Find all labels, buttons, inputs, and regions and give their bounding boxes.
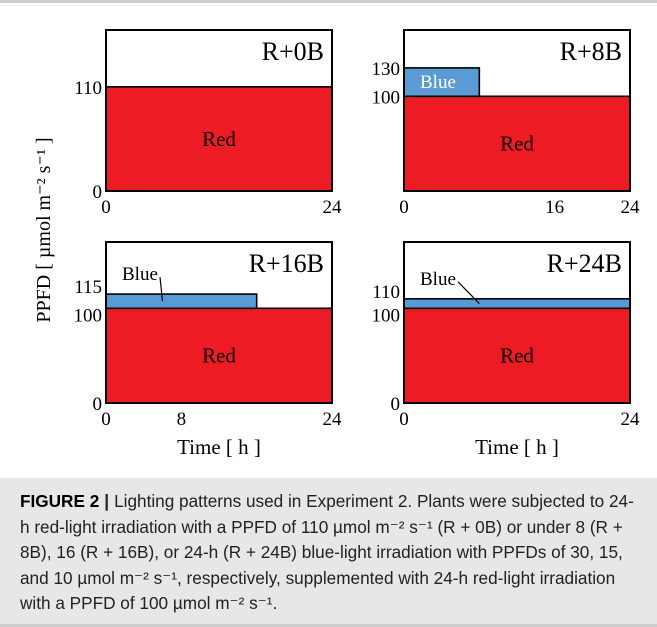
panel-frame (105, 241, 333, 404)
blue-label-leader (159, 277, 164, 302)
top-rule (0, 0, 657, 3)
blue-bar-label: Blue (420, 72, 456, 93)
y-tick-label: 115 (74, 277, 102, 298)
bottom-rule (0, 624, 657, 627)
y-tick-label: 100 (372, 87, 401, 108)
x-axis-label-right: Time [ h ] (475, 435, 559, 459)
panel-title: R+8B (560, 37, 622, 66)
x-tick-label: 16 (545, 197, 564, 218)
x-tick-label: 8 (177, 409, 187, 430)
lighting-pattern-figure: Red R+0B 0 110 0 24 Red Blue R+8B 100 130 0 16 24 Red B… (33, 29, 641, 459)
y-tick-label: 100 (372, 305, 401, 326)
x-tick-label: 0 (399, 197, 409, 218)
caption-separator: | (104, 491, 110, 511)
y-tick-label: 110 (74, 78, 102, 99)
x-tick-label: 24 (323, 409, 343, 430)
x-tick-label: 0 (101, 197, 111, 218)
y-axis-label: PPFD [ µmol m⁻² s⁻¹ ] (33, 137, 55, 322)
red-bar-label: Red (202, 127, 236, 151)
panel-frame (403, 29, 631, 192)
figure-panel: Red R+0B 0 110 0 24 Red Blue R+8B 100 130 0 16 24 Red B… (0, 0, 657, 459)
red-bar-label: Red (500, 344, 534, 368)
red-bar-label: Red (500, 132, 534, 156)
red-light-bar (105, 86, 333, 192)
x-tick-label: 24 (323, 197, 343, 218)
blue-light-bar (105, 293, 258, 310)
y-tick-label: 0 (93, 394, 103, 415)
x-axis-label-left: Time [ h ] (177, 435, 261, 459)
figure-caption: FIGURE 2 | Lighting patterns used in Exper… (0, 478, 657, 627)
red-bar-label: Red (202, 344, 236, 368)
x-tick-label: 24 (621, 197, 641, 218)
caption-label: FIGURE 2 (20, 491, 100, 511)
y-tick-label: 0 (93, 182, 103, 203)
y-tick-label: 130 (372, 59, 401, 80)
x-tick-label: 0 (101, 409, 111, 430)
y-tick-label: 0 (391, 394, 401, 415)
blue-bar-label: Blue (122, 264, 158, 285)
panel-frame (105, 29, 333, 192)
x-tick-label: 24 (621, 409, 641, 430)
red-light-bar (403, 95, 631, 192)
panel-title: R+24B (547, 249, 622, 278)
blue-light-bar (403, 298, 631, 310)
blue-label-leader (457, 281, 480, 304)
panel-title: R+0B (262, 37, 324, 66)
x-tick-label: 0 (399, 409, 409, 430)
panel-title: R+16B (249, 249, 324, 278)
caption-text: Lighting patterns used in Experiment 2. … (20, 491, 634, 614)
y-tick-label: 100 (74, 305, 103, 326)
blue-bar-label: Blue (420, 269, 456, 290)
panel-frame (403, 241, 631, 404)
blue-light-bar (403, 67, 481, 98)
y-tick-label: 110 (372, 282, 400, 303)
